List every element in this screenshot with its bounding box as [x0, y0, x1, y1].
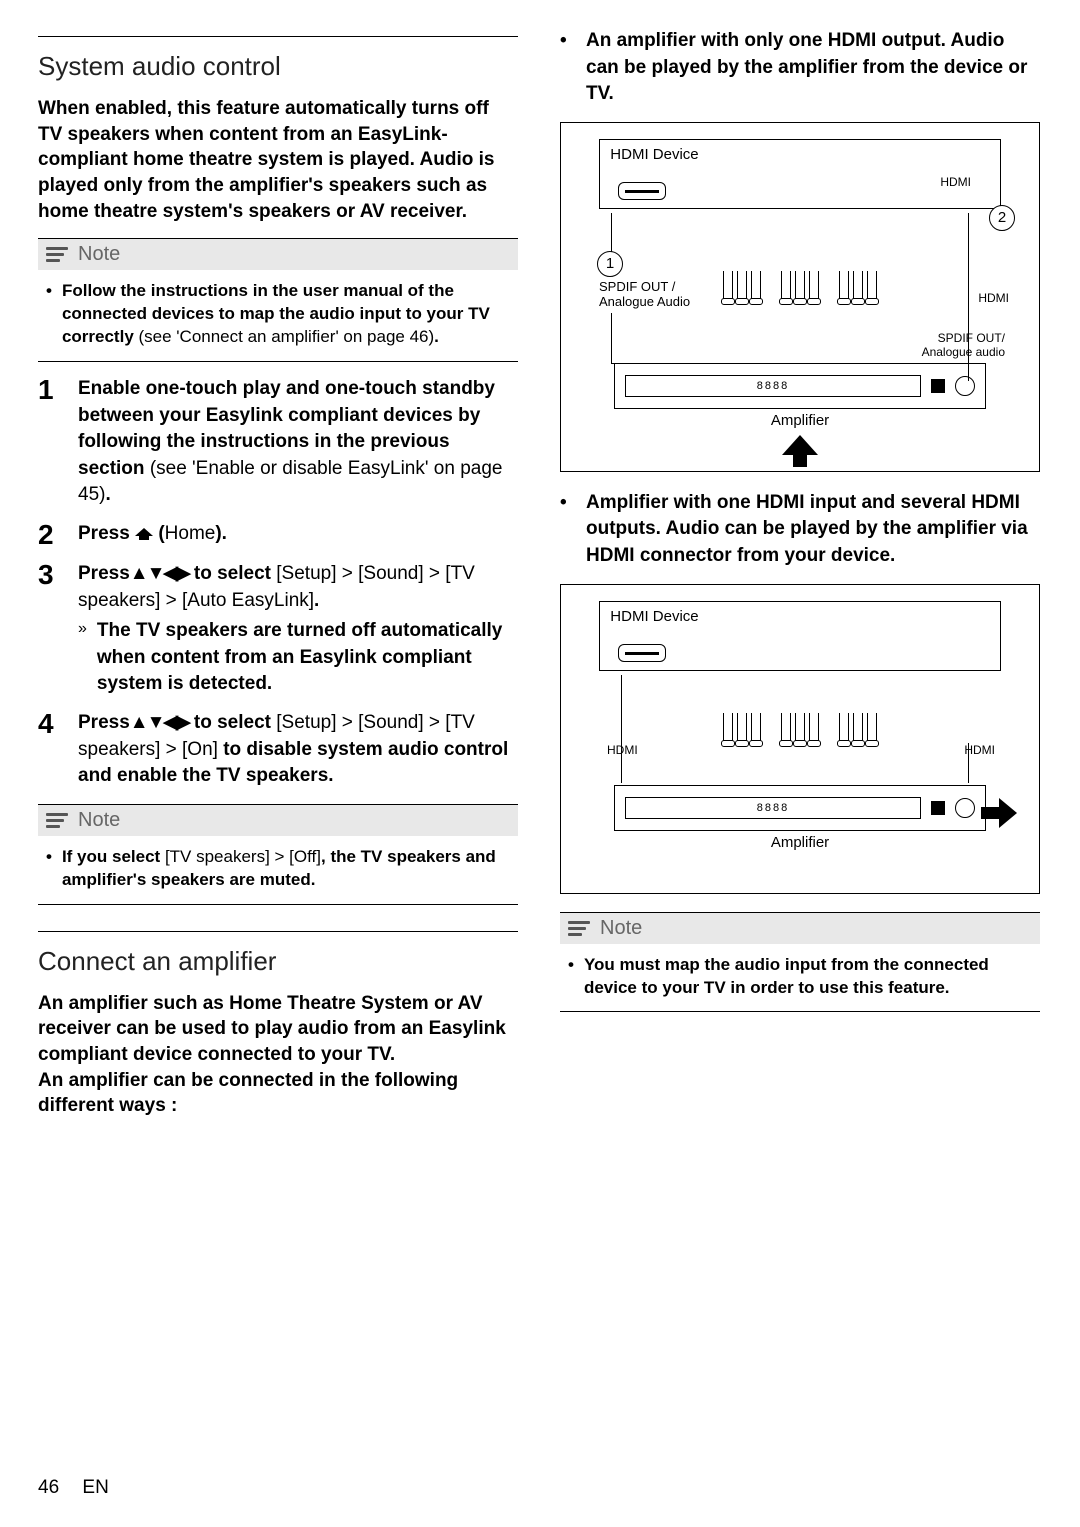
step-2: 2 Press (Home).	[38, 521, 518, 549]
note-box-3: Note • You must map the audio input from…	[560, 912, 1040, 1013]
note-item: • If you select [TV speakers] > [Off], t…	[46, 846, 510, 892]
diagram-1: HDMI Device HDMI 1 2 HDMI SPDIF OUT / An…	[560, 122, 1040, 472]
section-title-audio: System audio control	[38, 51, 518, 82]
disc-slot-icon	[618, 182, 666, 200]
bullet-1: • An amplifier with only one HDMI output…	[560, 28, 1040, 108]
divider	[38, 931, 518, 932]
amp-display: 8888	[625, 797, 922, 819]
arrow-right-icon	[981, 795, 1017, 831]
amp-display: 8888	[625, 375, 922, 397]
result-arrow-icon: »	[78, 618, 87, 698]
amp-knob-icon	[955, 376, 975, 396]
note-box-1: Note • Follow the instructions in the us…	[38, 238, 518, 362]
divider	[38, 36, 518, 37]
arrow-up-icon	[782, 435, 818, 455]
hdmi-device-box: HDMI Device	[599, 139, 1000, 209]
bullet-2: • Amplifier with one HDMI input and seve…	[560, 490, 1040, 570]
note-item: • You must map the audio input from the …	[568, 954, 1032, 1000]
right-column: • An amplifier with only one HDMI output…	[560, 28, 1040, 1026]
badge-2: 2	[989, 205, 1015, 231]
note-icon	[46, 813, 68, 828]
step-4: 4 Press▲▼◀▶ to select [Setup] > [Sound] …	[38, 710, 518, 790]
amplifier-box: 8888	[614, 363, 987, 409]
note-item: • Follow the instructions in the user ma…	[46, 280, 510, 349]
note-icon	[568, 921, 590, 936]
home-icon	[135, 524, 153, 540]
note-header: Note	[560, 912, 1040, 944]
disc-slot-icon	[618, 644, 666, 662]
step-1: 1 Enable one-touch play and one-touch st…	[38, 376, 518, 509]
amplifier-box: 8888	[614, 785, 987, 831]
steps-list: 1 Enable one-touch play and one-touch st…	[38, 376, 518, 790]
note-label: Note	[78, 809, 120, 832]
note-header: Note	[38, 804, 518, 836]
amp-square-icon	[931, 379, 945, 393]
hdmi-device-box: HDMI Device	[599, 601, 1000, 671]
note-icon	[46, 247, 68, 262]
note-label: Note	[600, 917, 642, 940]
note-label: Note	[78, 243, 120, 266]
nav-arrows-icon: ▲▼◀▶	[130, 712, 189, 733]
note-box-2: Note • If you select [TV speakers] > [Of…	[38, 804, 518, 905]
amp-knob-icon	[955, 798, 975, 818]
nav-arrows-icon: ▲▼◀▶	[130, 563, 189, 584]
intro-paragraph: When enabled, this feature automatically…	[38, 96, 518, 224]
section-title-connect: Connect an amplifier	[38, 946, 518, 977]
note-header: Note	[38, 238, 518, 270]
amp-square-icon	[931, 801, 945, 815]
left-column: System audio control When enabled, this …	[38, 28, 518, 1119]
diagram-2: HDMI Device HDMI HDMI 8888 Amplifier	[560, 584, 1040, 894]
step-3: 3 Press▲▼◀▶ to select [Setup] > [Sound] …	[38, 561, 518, 698]
page-footer: 46 EN	[38, 1477, 109, 1499]
connect-paragraph: An amplifier such as Home Theatre System…	[38, 991, 518, 1119]
